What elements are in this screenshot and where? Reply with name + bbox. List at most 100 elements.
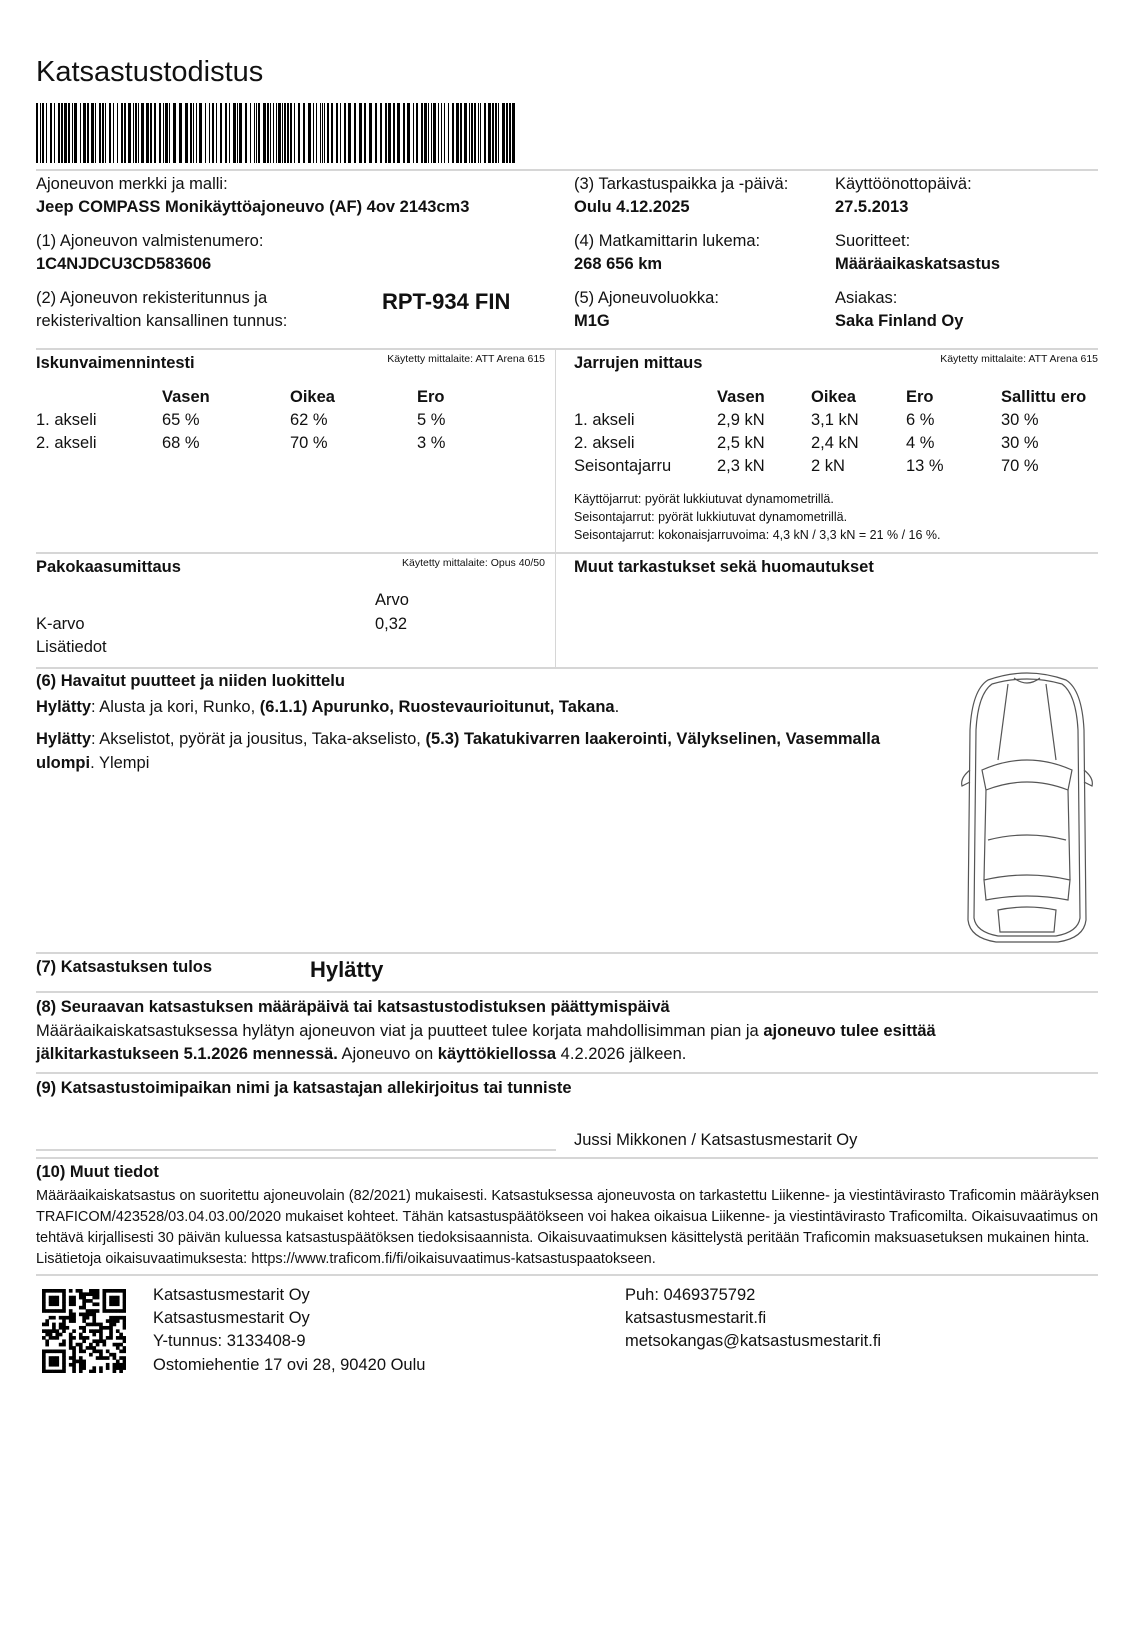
qr-module [42,1329,46,1333]
qr-module [68,1299,73,1303]
barcode-bar [273,103,274,163]
barcode-bar [91,103,94,163]
qr-module [78,1312,83,1317]
qr-module [52,1356,56,1360]
qr-module [119,1369,123,1373]
qr-module [48,1315,53,1320]
qr-module [109,1295,113,1300]
qr-module [95,1302,100,1307]
row-label: 1. akseli [36,411,97,429]
qr-module [82,1295,86,1300]
barcode-bar [506,103,508,163]
qr-module [122,1356,126,1360]
qr-module [89,1369,93,1373]
qr-module [72,1352,76,1357]
barcode-bar [478,103,479,163]
qr-module [55,1309,60,1313]
barcode-bar [444,103,445,163]
table-cell: 5 % [417,411,446,429]
qr-module [75,1289,80,1293]
qr-module [92,1302,97,1307]
text-segment: : Akselistot, pyörät ja jousitus, Taka-a… [91,730,426,748]
row-label: 2. akseli [36,434,97,452]
qr-module [99,1356,103,1360]
qr-module [42,1369,46,1373]
column-header: Ero [417,388,445,406]
qr-module [119,1289,123,1293]
barcode-bar [320,103,321,163]
qr-module [42,1349,46,1354]
barcode-bar [135,103,137,163]
barcode-bar [50,103,52,163]
barcode-bar [250,103,251,163]
qr-module [119,1342,123,1347]
qr-module [122,1289,126,1293]
qr-module [95,1289,100,1293]
qr-module [55,1362,60,1367]
car-top-view-diagram [961,672,1093,943]
qr-module [119,1332,123,1337]
qr-module [55,1299,60,1303]
footer-email[interactable]: metsokangas@katsastusmestarit.fi [625,1332,882,1350]
qr-module [105,1356,110,1360]
qr-module [42,1362,46,1367]
barcode-bar [290,103,292,163]
qr-module [68,1309,73,1313]
barcode-bar [64,103,67,163]
qr-module [62,1342,66,1347]
table-cell: 70 % [1001,457,1039,475]
barcode-bar [165,103,168,163]
barcode-bar [68,103,70,163]
barcode-bar [375,103,377,163]
barcode-bar [216,103,217,163]
qr-module [78,1289,83,1293]
barcode-bar [154,103,156,163]
qr-module [52,1322,56,1327]
qr-module [78,1292,83,1297]
divider [36,952,1098,954]
qr-module [78,1342,83,1347]
qr-module [92,1332,97,1337]
barcode-bar [196,103,197,163]
barcode-bar [190,103,192,163]
barcode-bar [298,103,300,163]
qr-module [89,1329,93,1333]
qr-module [75,1359,80,1364]
divider [36,1157,1098,1159]
qr-module [45,1342,50,1347]
qr-module [58,1369,63,1373]
qr-module [78,1332,83,1337]
qr-module [92,1289,97,1293]
divider [36,169,1098,171]
qr-module [72,1336,76,1340]
qr-module [72,1362,76,1367]
barcode-bar [397,103,400,163]
qr-module [42,1309,46,1313]
barcode-bar [488,103,491,163]
qr-module [122,1315,126,1320]
qr-module [42,1292,46,1297]
barcode-icon [36,103,515,163]
qr-module [82,1302,86,1307]
k-value-label: K-arvo [36,615,85,633]
barcode-bar [278,103,281,163]
barcode-bar [146,103,149,163]
qr-module [112,1319,117,1323]
defect-item: Hylätty: Alusta ja kori, Runko, (6.1.1) … [36,695,916,719]
qr-module [95,1322,100,1327]
qr-module [52,1309,56,1313]
qr-module [72,1359,76,1364]
qr-module [115,1329,120,1333]
qr-module [105,1336,110,1340]
table-cell: 68 % [162,434,200,452]
barcode-bar [512,103,515,163]
barcode-bar [421,103,423,163]
qr-module [95,1342,100,1347]
services: Määräaikaskatsastus [835,255,1001,273]
qr-module [72,1302,76,1307]
vin: 1C4NJDCU3CD583606 [36,255,212,273]
qr-module [105,1319,110,1323]
qr-module [105,1362,110,1367]
footer-website[interactable]: katsastusmestarit.fi [625,1309,767,1327]
qr-module [48,1359,53,1364]
